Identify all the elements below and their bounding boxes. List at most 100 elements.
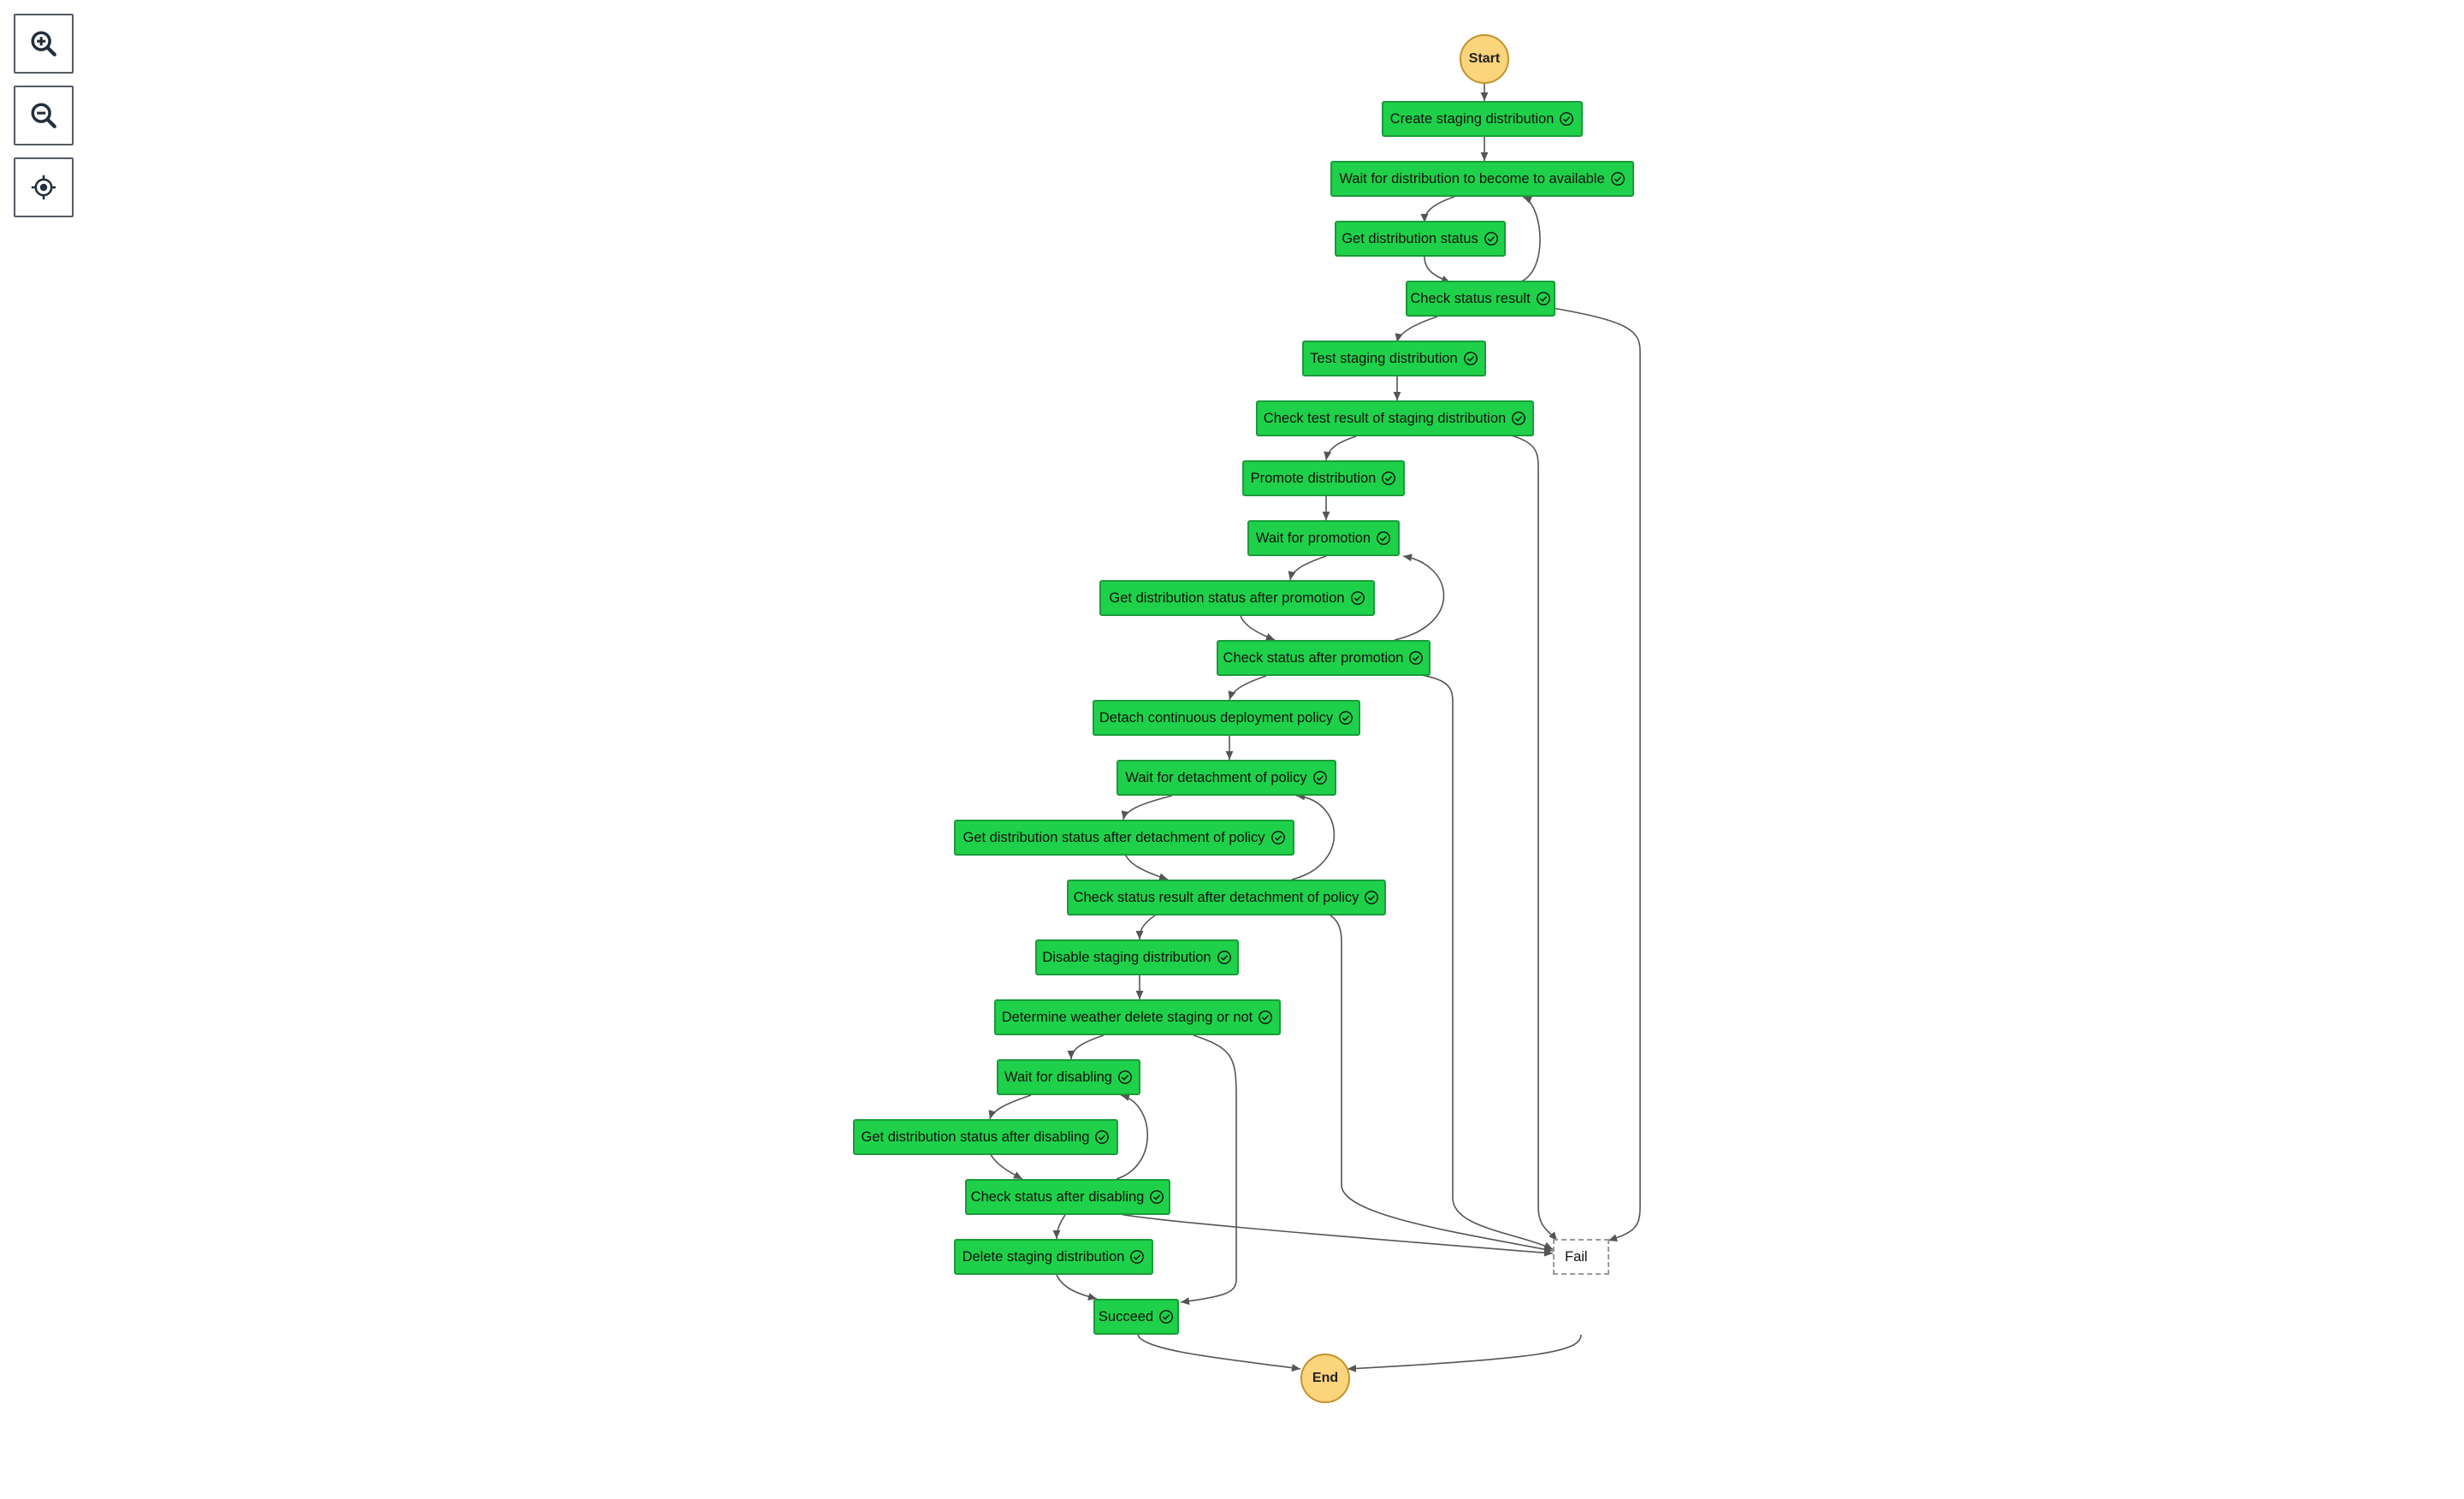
state-node[interactable]: Check status after disabling xyxy=(965,1179,1170,1215)
check-circle-icon xyxy=(1259,1010,1273,1024)
fail-node[interactable]: Fail xyxy=(1553,1239,1609,1275)
state-label: Succeed xyxy=(1098,1308,1154,1324)
state-node[interactable]: Disable staging distribution xyxy=(1035,939,1239,975)
state-node[interactable]: Determine weather delete staging or not xyxy=(994,999,1281,1035)
check-circle-icon xyxy=(1484,232,1498,246)
check-circle-icon xyxy=(1350,591,1365,605)
state-node[interactable]: Get distribution status after promotion xyxy=(1099,580,1375,616)
state-label: Wait for detachment of policy xyxy=(1125,769,1307,785)
state-node[interactable]: Wait for disabling xyxy=(997,1059,1140,1095)
state-label: Disable staging distribution xyxy=(1042,949,1211,965)
state-label: Create staging distribution xyxy=(1389,110,1555,127)
edge xyxy=(1552,307,1641,1242)
state-node[interactable]: Wait for distribution to become to avail… xyxy=(1330,161,1634,197)
edge xyxy=(1321,910,1554,1253)
crosshair-icon xyxy=(31,175,56,200)
edge xyxy=(1228,675,1267,701)
state-node[interactable]: Wait for promotion xyxy=(1247,520,1400,556)
edge xyxy=(1135,915,1156,940)
state-label: Check status after disabling xyxy=(970,1188,1145,1205)
edge xyxy=(1052,1214,1066,1240)
edge xyxy=(1288,555,1327,581)
state-node[interactable]: Check test result of staging distributio… xyxy=(1256,400,1534,436)
state-node[interactable]: Wait for detachment of policy xyxy=(1116,760,1336,796)
check-circle-icon xyxy=(1118,1070,1132,1084)
edge xyxy=(1240,615,1276,641)
state-label: Promote distribution xyxy=(1250,470,1377,486)
state-label: Wait for promotion xyxy=(1255,530,1371,546)
check-circle-icon xyxy=(1150,1190,1164,1204)
state-node[interactable]: Succeed xyxy=(1093,1299,1179,1335)
edge xyxy=(1394,554,1445,641)
check-circle-icon xyxy=(1130,1250,1145,1264)
zoom-out-icon xyxy=(31,103,56,128)
state-node[interactable]: Get distribution status after disabling xyxy=(853,1119,1118,1155)
state-node[interactable]: Check status after promotion xyxy=(1217,640,1430,676)
check-circle-icon xyxy=(1382,471,1396,485)
edge xyxy=(988,1094,1032,1120)
state-label: Test staging distribution xyxy=(1310,350,1458,366)
state-node[interactable]: Detach continuous deployment policy xyxy=(1093,700,1360,736)
edge xyxy=(1121,795,1173,821)
edge xyxy=(1394,671,1554,1250)
check-circle-icon xyxy=(1095,1130,1110,1144)
edge xyxy=(1395,316,1438,343)
state-node[interactable]: Get distribution status after detachment… xyxy=(954,820,1294,856)
edge xyxy=(1124,853,1169,881)
edge xyxy=(1347,1334,1582,1372)
edge xyxy=(1324,435,1357,461)
state-label: Detach continuous deployment policy xyxy=(1099,709,1334,726)
zoom-in-button[interactable] xyxy=(14,14,74,74)
check-circle-icon xyxy=(1365,891,1379,904)
end-node: End xyxy=(1300,1354,1350,1403)
check-circle-icon xyxy=(1536,292,1550,305)
check-circle-icon xyxy=(1610,172,1625,186)
start-node: Start xyxy=(1460,34,1509,84)
edge xyxy=(989,1152,1023,1180)
state-label: Check status result after detachment of … xyxy=(1073,889,1359,905)
edge xyxy=(1116,1212,1554,1257)
check-circle-icon xyxy=(1312,771,1327,785)
check-circle-icon xyxy=(1463,352,1478,365)
state-label: Determine weather delete staging or not xyxy=(1001,1009,1253,1025)
state-label: Get distribution status xyxy=(1342,230,1478,246)
edge xyxy=(1067,1034,1105,1060)
state-label: Wait for disabling xyxy=(1004,1069,1112,1085)
check-circle-icon xyxy=(1159,1310,1174,1324)
edge xyxy=(1471,427,1558,1241)
state-label: Delete staging distribution xyxy=(962,1248,1125,1265)
edge xyxy=(1420,196,1455,223)
edge xyxy=(1518,196,1541,283)
check-circle-icon xyxy=(1409,651,1424,665)
edge xyxy=(1137,1334,1301,1372)
check-circle-icon xyxy=(1270,831,1285,844)
state-node[interactable]: Create staging distribution xyxy=(1382,101,1583,137)
state-node[interactable]: Promote distribution xyxy=(1242,460,1405,496)
state-label: Get distribution status after detachment… xyxy=(962,829,1265,845)
state-node[interactable]: Test staging distribution xyxy=(1302,341,1486,376)
check-circle-icon xyxy=(1377,531,1391,545)
state-label: Get distribution status after disabling xyxy=(861,1129,1090,1145)
state-node[interactable]: Check status result xyxy=(1406,281,1555,317)
edge xyxy=(1180,1034,1237,1306)
center-graph-button[interactable] xyxy=(14,157,74,217)
state-label: Wait for distribution to become to avail… xyxy=(1339,170,1605,187)
state-node[interactable]: Get distribution status xyxy=(1335,221,1506,257)
edge xyxy=(1056,1274,1098,1301)
zoom-in-icon xyxy=(31,31,56,56)
state-label: Check status after promotion xyxy=(1223,649,1404,666)
check-circle-icon xyxy=(1560,112,1574,126)
edge xyxy=(1291,792,1336,880)
state-label: Check test result of staging distributio… xyxy=(1263,410,1507,426)
state-label: Get distribution status after promotion xyxy=(1109,590,1345,606)
check-circle-icon xyxy=(1339,711,1353,725)
state-node[interactable]: Check status result after detachment of … xyxy=(1067,880,1386,915)
state-node[interactable]: Delete staging distribution xyxy=(954,1239,1153,1275)
edge xyxy=(1116,1093,1148,1180)
state-label: Check status result xyxy=(1410,290,1531,306)
edge xyxy=(1424,256,1451,283)
check-circle-icon xyxy=(1512,412,1526,425)
check-circle-icon xyxy=(1217,951,1231,964)
zoom-out-button[interactable] xyxy=(14,86,74,145)
